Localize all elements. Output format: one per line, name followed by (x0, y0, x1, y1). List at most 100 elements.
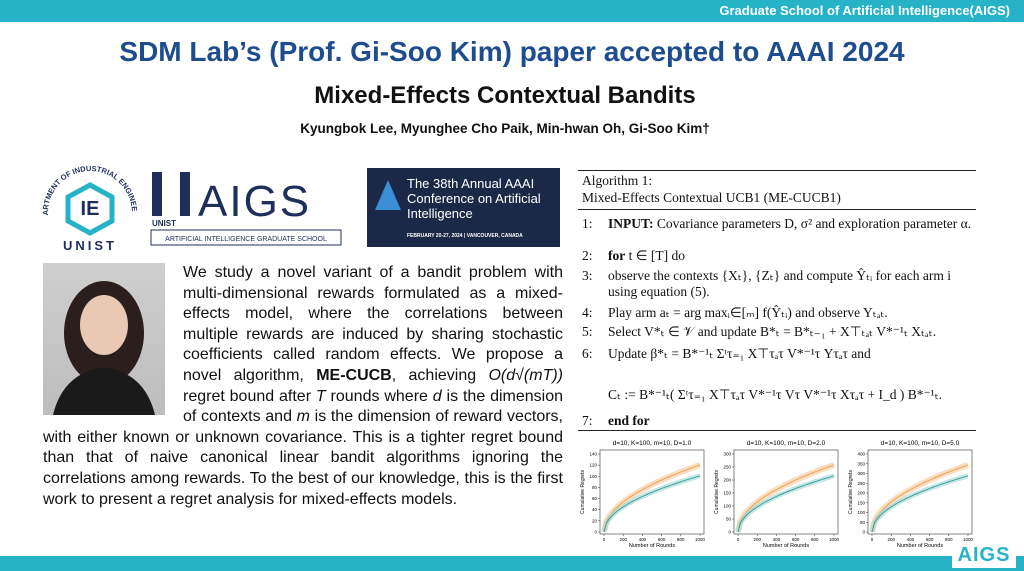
x-tick-label: 600 (926, 537, 934, 542)
y-axis-label: Cumulative Regrets (714, 470, 720, 514)
abstract-text: We study a novel variant of a bandit pro… (183, 264, 563, 384)
aigs-bar (180, 172, 190, 216)
y-tick-label: 60 (592, 496, 598, 501)
y-tick-label: 100 (857, 510, 865, 515)
y-tick-label: 350 (857, 461, 865, 466)
aaai-logo: The 38th Annual AAAI Conference on Artif… (367, 168, 560, 247)
footer-logo: AIGS (952, 542, 1016, 568)
step-body: for t ∈ [T] do (608, 248, 972, 264)
y-tick-label: 0 (594, 530, 597, 535)
abstract-text: regret bound after (183, 387, 316, 405)
x-tick-label: 200 (887, 537, 895, 542)
x-tick-label: 800 (677, 537, 685, 542)
plot-title: d=10, K=100, m=10, D=2.0 (747, 440, 826, 447)
step-keyword: INPUT: (608, 216, 654, 231)
regret-plot: d=10, K=100, m=10, D=2.0 0 50 100 150 200 250 3… (714, 440, 840, 549)
step-keyword: end for (608, 413, 650, 428)
y-tick-label: 200 (723, 478, 731, 483)
x-tick-label: 600 (792, 537, 800, 542)
x-tick-label: 600 (658, 537, 666, 542)
x-tick-label: 0 (737, 537, 740, 542)
abstract: We study a novel variant of a bandit pro… (43, 263, 563, 510)
x-tick-label: 400 (907, 537, 915, 542)
x-tick-label: 400 (773, 537, 781, 542)
plot-title: d=10, K=100, m=10, D=5.0 (881, 440, 960, 447)
top-banner: Graduate School of Artificial Intelligen… (0, 0, 1024, 22)
step-number: 7: (582, 413, 593, 428)
rule (578, 209, 976, 210)
curve (603, 464, 701, 533)
x-tick-label: 800 (811, 537, 819, 542)
abstract-math: T (315, 387, 326, 405)
y-tick-label: 100 (723, 504, 731, 509)
portrait (53, 281, 155, 415)
aigs-caption: ARTIFICIAL INTELLIGENCE GRADUATE SCHOOL (165, 236, 327, 243)
step-body: end for (608, 413, 972, 429)
paper-title: Mixed-Effects Contextual Bandits (314, 82, 696, 109)
y-tick-label: 100 (589, 474, 597, 479)
plot-frame (599, 449, 705, 535)
y-tick-label: 0 (728, 530, 731, 535)
y-tick-label: 250 (857, 481, 865, 486)
step-number: 3: (582, 268, 593, 283)
aigs-logo: UNIST AIGS ARTIFICIAL INTELLIGENCE GRADU… (150, 170, 345, 248)
y-tick-label: 300 (723, 452, 731, 457)
curve (737, 475, 835, 533)
plot-frame (867, 449, 973, 535)
x-axis-label: Number of Rounds (629, 543, 675, 549)
aigs-caption-box (150, 229, 342, 246)
y-tick-label: 40 (592, 507, 598, 512)
x-axis-label: Number of Rounds (763, 543, 809, 549)
step-body: Play arm aₜ = arg maxᵢ∈[ₘ] f(Ŷₜᵢ) and ob… (608, 305, 972, 321)
algorithm-label: Algorithm 1: (582, 173, 653, 188)
abstract-bold: ME-CUCB (316, 366, 392, 384)
step-body: Select V*ₜ ∈ 𝒱 and update B*ₜ = B*ₜ₋₁ + … (608, 324, 972, 340)
curve-band (869, 462, 970, 533)
footer-mark: AIGS (957, 544, 1011, 566)
y-tick-label: 20 (592, 518, 598, 523)
abstract-math: d (432, 387, 442, 405)
algorithm-name: Mixed-Effects Contextual UCB1 (ME-CUCB1) (582, 190, 841, 205)
ie-logo: DEPARTMENT OF INDUSTRIAL ENGINEERING IE … (30, 155, 139, 253)
curve (871, 475, 969, 533)
plot-frame (733, 449, 839, 535)
y-tick-label: 120 (589, 463, 597, 468)
step-body: observe the contexts {Xₜ}, {Zₜ} and comp… (608, 268, 972, 300)
curve (871, 464, 969, 533)
y-tick-label: 0 (862, 530, 865, 535)
shoulders (53, 367, 155, 415)
step-text: t ∈ [T] do (628, 248, 685, 263)
step-body: INPUT: Covariance parameters D, σ² and e… (608, 216, 972, 232)
rule (578, 170, 976, 171)
algorithm-box: Algorithm 1: Mixed-Effects Contextual UC… (578, 168, 976, 432)
y-tick-label: 50 (860, 520, 866, 525)
curve (603, 475, 701, 533)
step-keyword: for (608, 248, 626, 263)
y-tick-label: 250 (723, 465, 731, 470)
abstract-text: , achieving (391, 366, 489, 384)
curve-band (735, 462, 836, 533)
x-tick-label: 0 (871, 537, 874, 542)
y-axis-label: Cumulative Regrets (848, 470, 854, 514)
step-text: Play arm aₜ = arg maxᵢ∈[ₘ] f(Ŷₜᵢ) and ob… (608, 305, 888, 320)
aaai-triangle (375, 180, 401, 210)
aigs-mark: AIGS (198, 177, 311, 226)
x-tick-label: 800 (945, 537, 953, 542)
step-number: 5: (582, 324, 593, 339)
plot-title: d=10, K=100, m=10, D=1.0 (613, 440, 692, 447)
abstract-math: m (296, 408, 310, 426)
curve (737, 464, 835, 533)
ie-hexagon (65, 182, 115, 236)
step-body: Update β*ₜ = B*⁻¹ₜ Σᵗτ₌₁ X⊤τₐτ V*⁻¹τ Yτₐ… (608, 346, 972, 362)
curve-band (601, 462, 702, 533)
step-body: Cₜ := B*⁻¹ₜ( Σᵗτ₌₁ X⊤τₐτ V*⁻¹τ Vτ V*⁻¹τ … (608, 387, 972, 403)
step-number: 2: (582, 248, 593, 263)
y-tick-label: 140 (589, 452, 597, 457)
ie-mark: IE (81, 198, 100, 220)
step-number: 6: (582, 346, 593, 361)
x-tick-label: 1000 (829, 537, 840, 542)
aigs-unist: UNIST (152, 219, 176, 228)
ie-name: UNIST (63, 238, 117, 253)
x-tick-label: 200 (753, 537, 761, 542)
